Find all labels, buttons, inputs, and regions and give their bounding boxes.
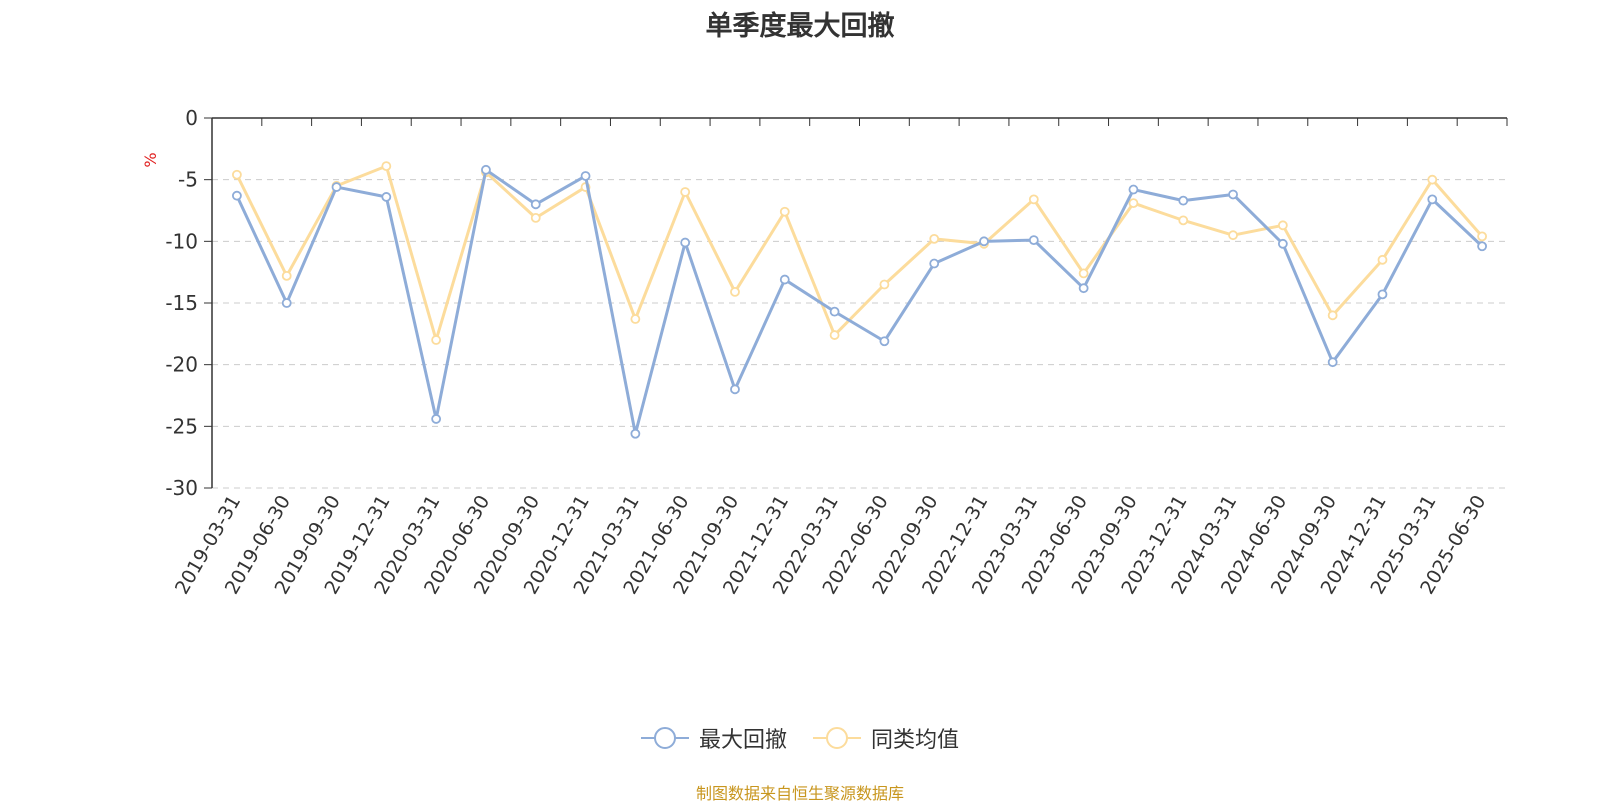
series-1 <box>232 161 1487 345</box>
data-point <box>1377 254 1388 265</box>
data-point <box>331 182 342 192</box>
data-point <box>481 164 491 175</box>
y-tick-label: -15 <box>165 291 198 315</box>
data-point <box>929 258 940 269</box>
data-point <box>1477 241 1487 252</box>
series-line <box>235 164 1484 342</box>
data-point <box>1477 231 1487 242</box>
data-point <box>630 314 641 324</box>
series-line <box>235 168 1484 436</box>
legend-marker-icon <box>640 727 689 749</box>
series-0 <box>232 164 1487 439</box>
data-point <box>630 428 641 439</box>
data-point <box>1228 189 1238 200</box>
data-point <box>1277 238 1288 249</box>
data-point <box>1128 184 1139 195</box>
data-point <box>232 190 242 201</box>
y-tick-label: -5 <box>178 168 198 192</box>
series <box>232 161 1487 439</box>
data-point <box>530 212 541 223</box>
legend-marker-icon <box>813 727 861 749</box>
chart-title: 单季度最大回撤 <box>705 11 895 42</box>
data-point <box>1427 194 1438 205</box>
data-point <box>1178 195 1189 206</box>
legend-label: 同类均值 <box>871 728 960 753</box>
data-point <box>580 171 591 181</box>
data-point <box>1078 268 1089 279</box>
data-point <box>879 336 890 347</box>
data-point <box>829 306 840 317</box>
y-tick-label: -25 <box>165 414 198 438</box>
grid-lines <box>212 179 1507 489</box>
data-point <box>381 161 392 172</box>
legend-item-series-0[interactable]: 最大回撤 <box>640 722 787 754</box>
legend-label: 最大回撤 <box>698 728 787 753</box>
data-point <box>929 233 940 244</box>
data-point <box>1178 215 1189 226</box>
data-point <box>281 270 292 281</box>
data-point <box>979 236 989 247</box>
data-point <box>381 192 392 202</box>
data-point <box>730 286 740 297</box>
data-point <box>680 237 691 248</box>
data-point <box>1128 198 1139 209</box>
data-point <box>680 187 691 197</box>
data-point <box>779 274 790 285</box>
data-point <box>1277 220 1288 231</box>
data-point <box>730 384 740 395</box>
data-point <box>1377 289 1388 300</box>
data-point <box>879 279 890 290</box>
data-point <box>1327 357 1338 368</box>
y-tick-label: -10 <box>165 229 198 253</box>
data-point <box>1427 174 1438 185</box>
legend-item-series-1[interactable]: 同类均值 <box>813 722 959 754</box>
y-tick-label: -20 <box>165 353 198 377</box>
data-point <box>232 169 242 180</box>
source-note: 制图数据来自恒生聚源数据库 <box>695 784 904 803</box>
data-point <box>779 206 790 217</box>
data-point <box>431 414 442 424</box>
data-point <box>1028 194 1039 205</box>
data-point <box>1028 235 1039 246</box>
data-point <box>1228 230 1238 241</box>
legend: 最大回撤 同类均值 <box>0 722 1600 754</box>
data-point <box>829 330 840 340</box>
y-tick-label: 0 <box>185 106 198 130</box>
data-point <box>431 335 442 345</box>
data-point <box>1078 283 1089 294</box>
data-point <box>281 298 292 308</box>
data-point <box>1327 310 1338 321</box>
y-tick-label: -30 <box>165 476 198 500</box>
data-point <box>530 199 541 210</box>
y-axis-label: % <box>141 152 160 167</box>
